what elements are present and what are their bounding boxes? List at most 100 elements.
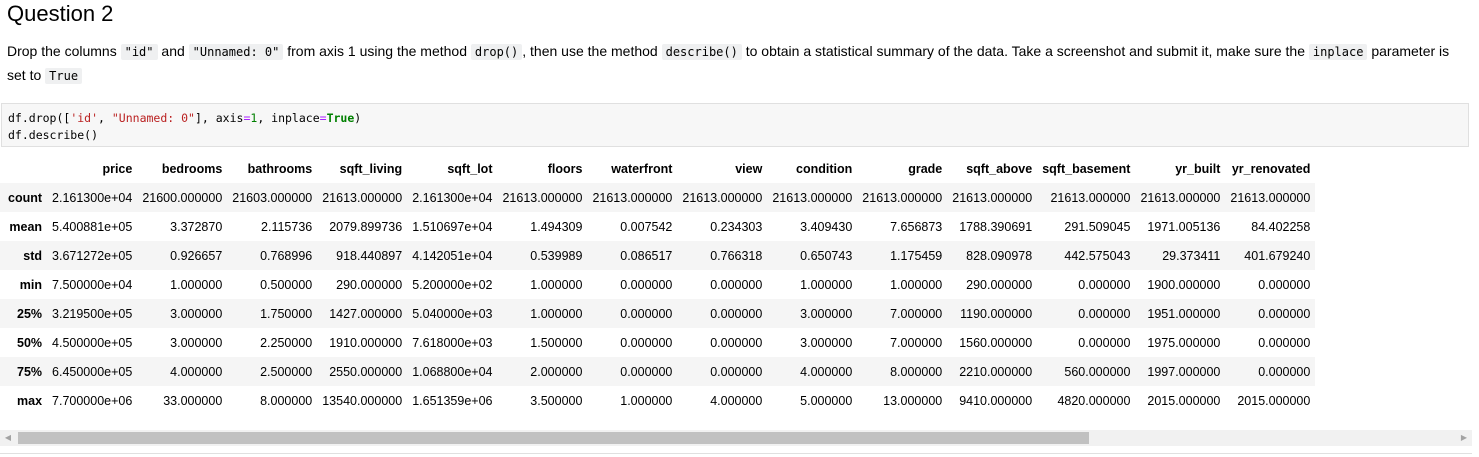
code-number: 1 [250, 111, 258, 125]
table-cell: 3.671272e+05 [52, 248, 133, 263]
table-cell: 6.450000e+05 [52, 364, 133, 379]
table-cell: 33.000000 [163, 393, 223, 408]
table-cell: 21613.000000 [1050, 190, 1131, 205]
table-cell: 1.500000 [530, 335, 583, 350]
table-cell: 1910.000000 [329, 335, 403, 350]
table-cell: 0.000000 [710, 306, 763, 321]
instruction-text: parameter is set to [7, 43, 1450, 83]
table-cell: 3.500000 [530, 393, 583, 408]
table-cell: 3.000000 [170, 335, 223, 350]
table-cell: 21613.000000 [322, 190, 403, 205]
table-cell: 2015.000000 [1147, 393, 1221, 408]
table-cell: 2.115736 [261, 219, 313, 234]
table-cell: 21613.000000 [1230, 190, 1311, 205]
table-cell: 0.500000 [260, 277, 313, 292]
table-cell: 1971.005136 [1147, 219, 1221, 234]
table-cell: 2079.899736 [329, 219, 403, 234]
table-cell: 1.000000 [800, 277, 853, 292]
inline-code: drop() [470, 44, 523, 60]
table-cell: 21613.000000 [862, 190, 943, 205]
table-cell: 401.679240 [1244, 248, 1311, 263]
table-row: std 3.671272e+05 0.926657 0.768996 918.44089… [0, 241, 1316, 270]
column-header: condition [796, 161, 853, 176]
table-cell: 0.000000 [620, 306, 673, 321]
table-cell: 7.500000e+04 [52, 277, 133, 292]
horizontal-scrollbar[interactable]: ◀ ▶ [0, 430, 1472, 446]
table-cell: 5.200000e+02 [412, 277, 493, 292]
row-label: 75% [17, 364, 43, 379]
column-header: sqft_above [966, 161, 1033, 176]
code-string: 'id' [70, 111, 99, 125]
table-cell: 1.651359e+06 [412, 393, 493, 408]
table-cell: 7.000000 [890, 306, 943, 321]
table-row: count 2.161300e+04 21600.000000 21603.00000… [0, 183, 1316, 212]
table-cell: 0.000000 [620, 364, 673, 379]
table-cell: 0.234303 [710, 219, 763, 234]
inline-code: True [45, 68, 83, 84]
table-row: 25% 3.219500e+05 3.000000 1.750000 1427.0000… [0, 299, 1316, 328]
column-header: price [102, 161, 133, 176]
table-cell: 1975.000000 [1147, 335, 1221, 350]
table-cell: 442.575043 [1064, 248, 1131, 263]
table-cell: 0.768996 [260, 248, 313, 263]
table-cell: 291.509045 [1064, 219, 1131, 234]
table-cell: 0.000000 [1258, 335, 1311, 350]
column-header: waterfront [611, 161, 673, 176]
table-cell: 0.539989 [530, 248, 583, 263]
table-cell: 2.161300e+04 [52, 190, 133, 205]
instruction-text: Drop the columns [7, 43, 121, 59]
table-row: mean 5.400881e+05 3.372870 2.115736 2079.899… [0, 212, 1315, 241]
table-cell: 0.000000 [620, 277, 673, 292]
code-token: ) [354, 111, 362, 125]
table-cell: 84.402258 [1251, 219, 1311, 234]
arrow-left-icon[interactable]: ◀ [4, 433, 12, 442]
code-operator: = [243, 111, 251, 125]
table-row: 50% 4.500000e+05 3.000000 2.250000 1910.0000… [0, 328, 1315, 357]
table-cell: 21613.000000 [682, 190, 763, 205]
instruction-text: and [157, 43, 189, 59]
instruction-text: , then use the method [522, 43, 662, 59]
table-cell: 4820.000000 [1057, 393, 1131, 408]
index-header [0, 154, 47, 183]
table-cell: 0.000000 [710, 364, 763, 379]
row-label: max [17, 393, 43, 408]
scrollbar-thumb[interactable] [18, 432, 1089, 444]
inline-code: "id" [120, 44, 158, 60]
arrow-right-icon[interactable]: ▶ [1460, 433, 1468, 442]
row-label: min [19, 277, 43, 292]
table-header-row: price bedrooms bathrooms sqft_living sqft_lo… [0, 154, 1315, 183]
row-label: 25% [17, 306, 43, 321]
table-cell: 2.161300e+04 [412, 190, 493, 205]
table-cell: 4.000000 [800, 364, 853, 379]
code-cell[interactable]: df.drop(['id', "Unnamed: 0"], axis=1, in… [1, 103, 1469, 147]
question-heading: Question 2 [7, 1, 114, 26]
table-cell: 4.500000e+05 [52, 335, 133, 350]
table-cell: 13540.000000 [322, 393, 403, 408]
table-cell: 1900.000000 [1147, 277, 1221, 292]
table-cell: 560.000000 [1064, 364, 1131, 379]
table-cell: 1.510697e+04 [412, 219, 493, 234]
table-cell: 21613.000000 [1140, 190, 1221, 205]
instruction-text: to obtain a statistical summary of the d… [741, 43, 1309, 59]
code-string: "Unnamed: 0" [111, 111, 195, 125]
row-label: 50% [17, 335, 43, 350]
table-cell: 7.618000e+03 [412, 335, 493, 350]
column-header: yr_built [1175, 161, 1221, 176]
table-cell: 2015.000000 [1237, 393, 1311, 408]
table-cell: 29.373411 [1162, 248, 1221, 263]
code-operator: = [319, 111, 327, 125]
table-cell: 0.086517 [620, 248, 673, 263]
column-header: bathrooms [247, 161, 313, 176]
table-cell: 1.000000 [530, 306, 583, 321]
table-cell: 13.000000 [883, 393, 943, 408]
table-cell: 1997.000000 [1147, 364, 1221, 379]
table-cell: 3.219500e+05 [52, 306, 133, 321]
table-cell: 8.000000 [260, 393, 313, 408]
code-token: df.drop([ [8, 111, 71, 125]
instruction-text: from axis 1 using the method [283, 43, 471, 59]
table-cell: 0.000000 [1258, 306, 1311, 321]
table-cell: 0.766318 [710, 248, 763, 263]
table-cell: 1951.000000 [1147, 306, 1221, 321]
table-cell: 1788.390691 [959, 219, 1033, 234]
code-line-1: df.drop(['id', "Unnamed: 0"], axis=1, in… [8, 111, 361, 125]
